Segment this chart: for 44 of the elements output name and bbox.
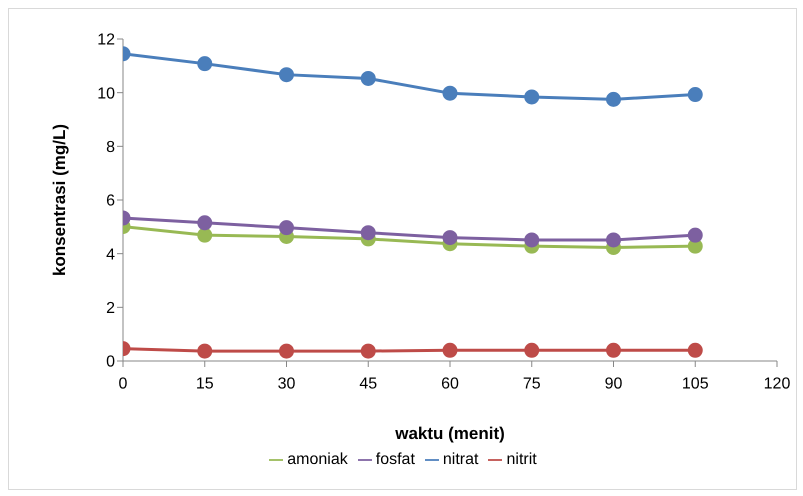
point — [606, 342, 621, 358]
legend-label: fosfat — [376, 451, 415, 468]
point — [524, 232, 540, 248]
y-tick-label: 4 — [106, 246, 116, 264]
x-tick-label: 30 — [278, 375, 296, 392]
y-tick-label: 12 — [97, 32, 116, 49]
point — [606, 92, 621, 107]
point — [197, 228, 212, 243]
point — [279, 344, 294, 359]
point — [197, 344, 212, 359]
point — [606, 232, 621, 248]
y-tick-label: 2 — [106, 300, 116, 318]
point — [197, 56, 212, 72]
point — [442, 342, 458, 358]
legend-label: nitrit — [506, 451, 537, 468]
x-tick-label: 120 — [764, 375, 790, 392]
x-tick-label: 90 — [604, 375, 622, 392]
point — [524, 89, 540, 104]
x-tick-label: 75 — [522, 375, 541, 392]
y-tick-label: 0 — [106, 354, 116, 371]
y-tick-label: 6 — [106, 192, 116, 210]
point — [197, 215, 212, 230]
x-axis-title: waktu (menit) — [394, 424, 505, 443]
point — [360, 225, 376, 240]
point — [688, 87, 703, 102]
point — [688, 342, 703, 358]
point — [360, 70, 376, 86]
point — [279, 67, 294, 82]
y-tick-label: 10 — [97, 85, 116, 102]
y-axis-title: konsentrasi (mg/L) — [50, 124, 70, 276]
x-tick-label: 60 — [441, 375, 459, 392]
legend-label: amoniak — [287, 451, 348, 468]
point — [688, 228, 703, 243]
point — [279, 220, 294, 236]
point — [442, 230, 458, 246]
x-tick-label: 45 — [359, 375, 378, 392]
y-tick-label: 8 — [106, 139, 116, 156]
x-tick-label: 0 — [118, 375, 128, 392]
x-tick-label: 105 — [682, 375, 709, 392]
x-tick-label: 15 — [196, 375, 214, 392]
point — [524, 342, 540, 358]
point — [360, 344, 376, 359]
legend-label: nitrat — [442, 451, 478, 468]
point — [442, 86, 458, 101]
